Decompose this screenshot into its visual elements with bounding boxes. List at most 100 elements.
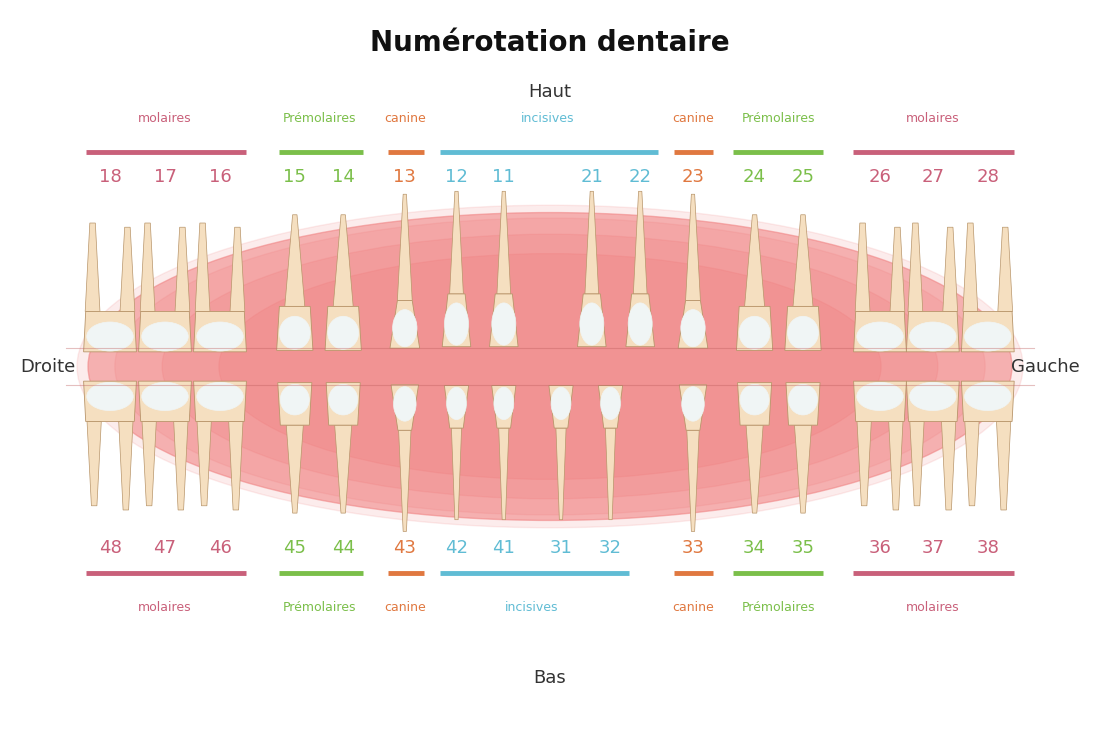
Polygon shape xyxy=(195,223,210,312)
Polygon shape xyxy=(785,383,820,425)
Text: canine: canine xyxy=(384,601,426,614)
Polygon shape xyxy=(794,425,812,513)
Text: 36: 36 xyxy=(869,539,891,556)
Polygon shape xyxy=(889,421,903,510)
Text: 14: 14 xyxy=(332,169,354,186)
Ellipse shape xyxy=(88,213,1012,520)
Polygon shape xyxy=(906,312,959,352)
Polygon shape xyxy=(997,421,1011,510)
Polygon shape xyxy=(120,227,135,312)
Polygon shape xyxy=(326,383,361,425)
Text: Droite: Droite xyxy=(20,358,75,375)
Ellipse shape xyxy=(965,322,1011,351)
Ellipse shape xyxy=(142,383,188,410)
Polygon shape xyxy=(678,301,708,348)
Text: 34: 34 xyxy=(744,539,766,556)
Ellipse shape xyxy=(857,322,903,351)
Ellipse shape xyxy=(740,384,769,415)
Polygon shape xyxy=(442,294,471,347)
Polygon shape xyxy=(785,306,821,350)
Polygon shape xyxy=(857,421,871,506)
Text: 33: 33 xyxy=(682,539,704,556)
Ellipse shape xyxy=(601,387,620,419)
Text: Prémolaires: Prémolaires xyxy=(742,111,815,125)
Polygon shape xyxy=(286,425,304,513)
Polygon shape xyxy=(498,428,509,520)
Polygon shape xyxy=(943,227,958,312)
Ellipse shape xyxy=(114,218,986,515)
Polygon shape xyxy=(906,381,959,421)
Polygon shape xyxy=(745,215,764,306)
Ellipse shape xyxy=(628,303,652,345)
Ellipse shape xyxy=(393,309,417,347)
Ellipse shape xyxy=(280,384,309,415)
Text: 44: 44 xyxy=(332,539,354,556)
Ellipse shape xyxy=(910,322,956,351)
Ellipse shape xyxy=(394,386,416,421)
Polygon shape xyxy=(686,430,700,531)
Polygon shape xyxy=(746,425,763,513)
Text: 41: 41 xyxy=(493,539,515,556)
Polygon shape xyxy=(962,223,978,312)
Ellipse shape xyxy=(494,387,514,419)
Text: 28: 28 xyxy=(977,169,999,186)
Polygon shape xyxy=(230,227,245,312)
Text: 15: 15 xyxy=(284,169,306,186)
Text: 24: 24 xyxy=(744,169,766,186)
Text: 43: 43 xyxy=(394,539,416,556)
Polygon shape xyxy=(175,227,190,312)
Polygon shape xyxy=(578,294,606,347)
Text: 37: 37 xyxy=(922,539,944,556)
Polygon shape xyxy=(139,312,191,352)
Text: Haut: Haut xyxy=(528,83,572,100)
Polygon shape xyxy=(490,294,518,347)
Text: canine: canine xyxy=(672,601,714,614)
Text: 48: 48 xyxy=(99,539,121,556)
Polygon shape xyxy=(333,215,353,306)
Polygon shape xyxy=(87,421,101,506)
Polygon shape xyxy=(737,306,772,350)
Polygon shape xyxy=(194,381,246,421)
Polygon shape xyxy=(285,215,305,306)
Ellipse shape xyxy=(329,384,358,415)
Ellipse shape xyxy=(857,383,903,410)
Text: incisives: incisives xyxy=(521,111,574,125)
Ellipse shape xyxy=(197,322,243,351)
Polygon shape xyxy=(84,312,136,352)
Ellipse shape xyxy=(328,316,359,350)
Text: molaires: molaires xyxy=(906,111,959,125)
Polygon shape xyxy=(965,421,979,506)
Ellipse shape xyxy=(444,303,469,345)
Text: Numérotation dentaire: Numérotation dentaire xyxy=(371,29,729,57)
Polygon shape xyxy=(854,381,906,421)
Ellipse shape xyxy=(87,383,133,410)
Text: 42: 42 xyxy=(446,539,468,556)
Text: 45: 45 xyxy=(284,539,306,556)
Polygon shape xyxy=(444,386,469,428)
Polygon shape xyxy=(174,421,188,510)
Polygon shape xyxy=(598,386,623,428)
Text: canine: canine xyxy=(384,111,426,125)
Polygon shape xyxy=(85,223,100,312)
Polygon shape xyxy=(556,428,566,520)
Text: 16: 16 xyxy=(209,169,231,186)
Ellipse shape xyxy=(197,383,243,410)
Polygon shape xyxy=(84,381,136,421)
Ellipse shape xyxy=(580,303,604,345)
Polygon shape xyxy=(854,312,906,352)
Ellipse shape xyxy=(910,383,956,410)
Text: Prémolaires: Prémolaires xyxy=(283,601,355,614)
Polygon shape xyxy=(793,215,813,306)
Text: 21: 21 xyxy=(581,169,603,186)
Ellipse shape xyxy=(965,383,1011,410)
Ellipse shape xyxy=(219,254,881,479)
Ellipse shape xyxy=(551,387,571,419)
Polygon shape xyxy=(326,306,361,350)
Polygon shape xyxy=(680,385,706,430)
Text: 46: 46 xyxy=(209,539,231,556)
Ellipse shape xyxy=(681,309,705,347)
Polygon shape xyxy=(942,421,956,510)
Polygon shape xyxy=(626,294,654,347)
Text: canine: canine xyxy=(672,111,714,125)
Text: 11: 11 xyxy=(493,169,515,186)
